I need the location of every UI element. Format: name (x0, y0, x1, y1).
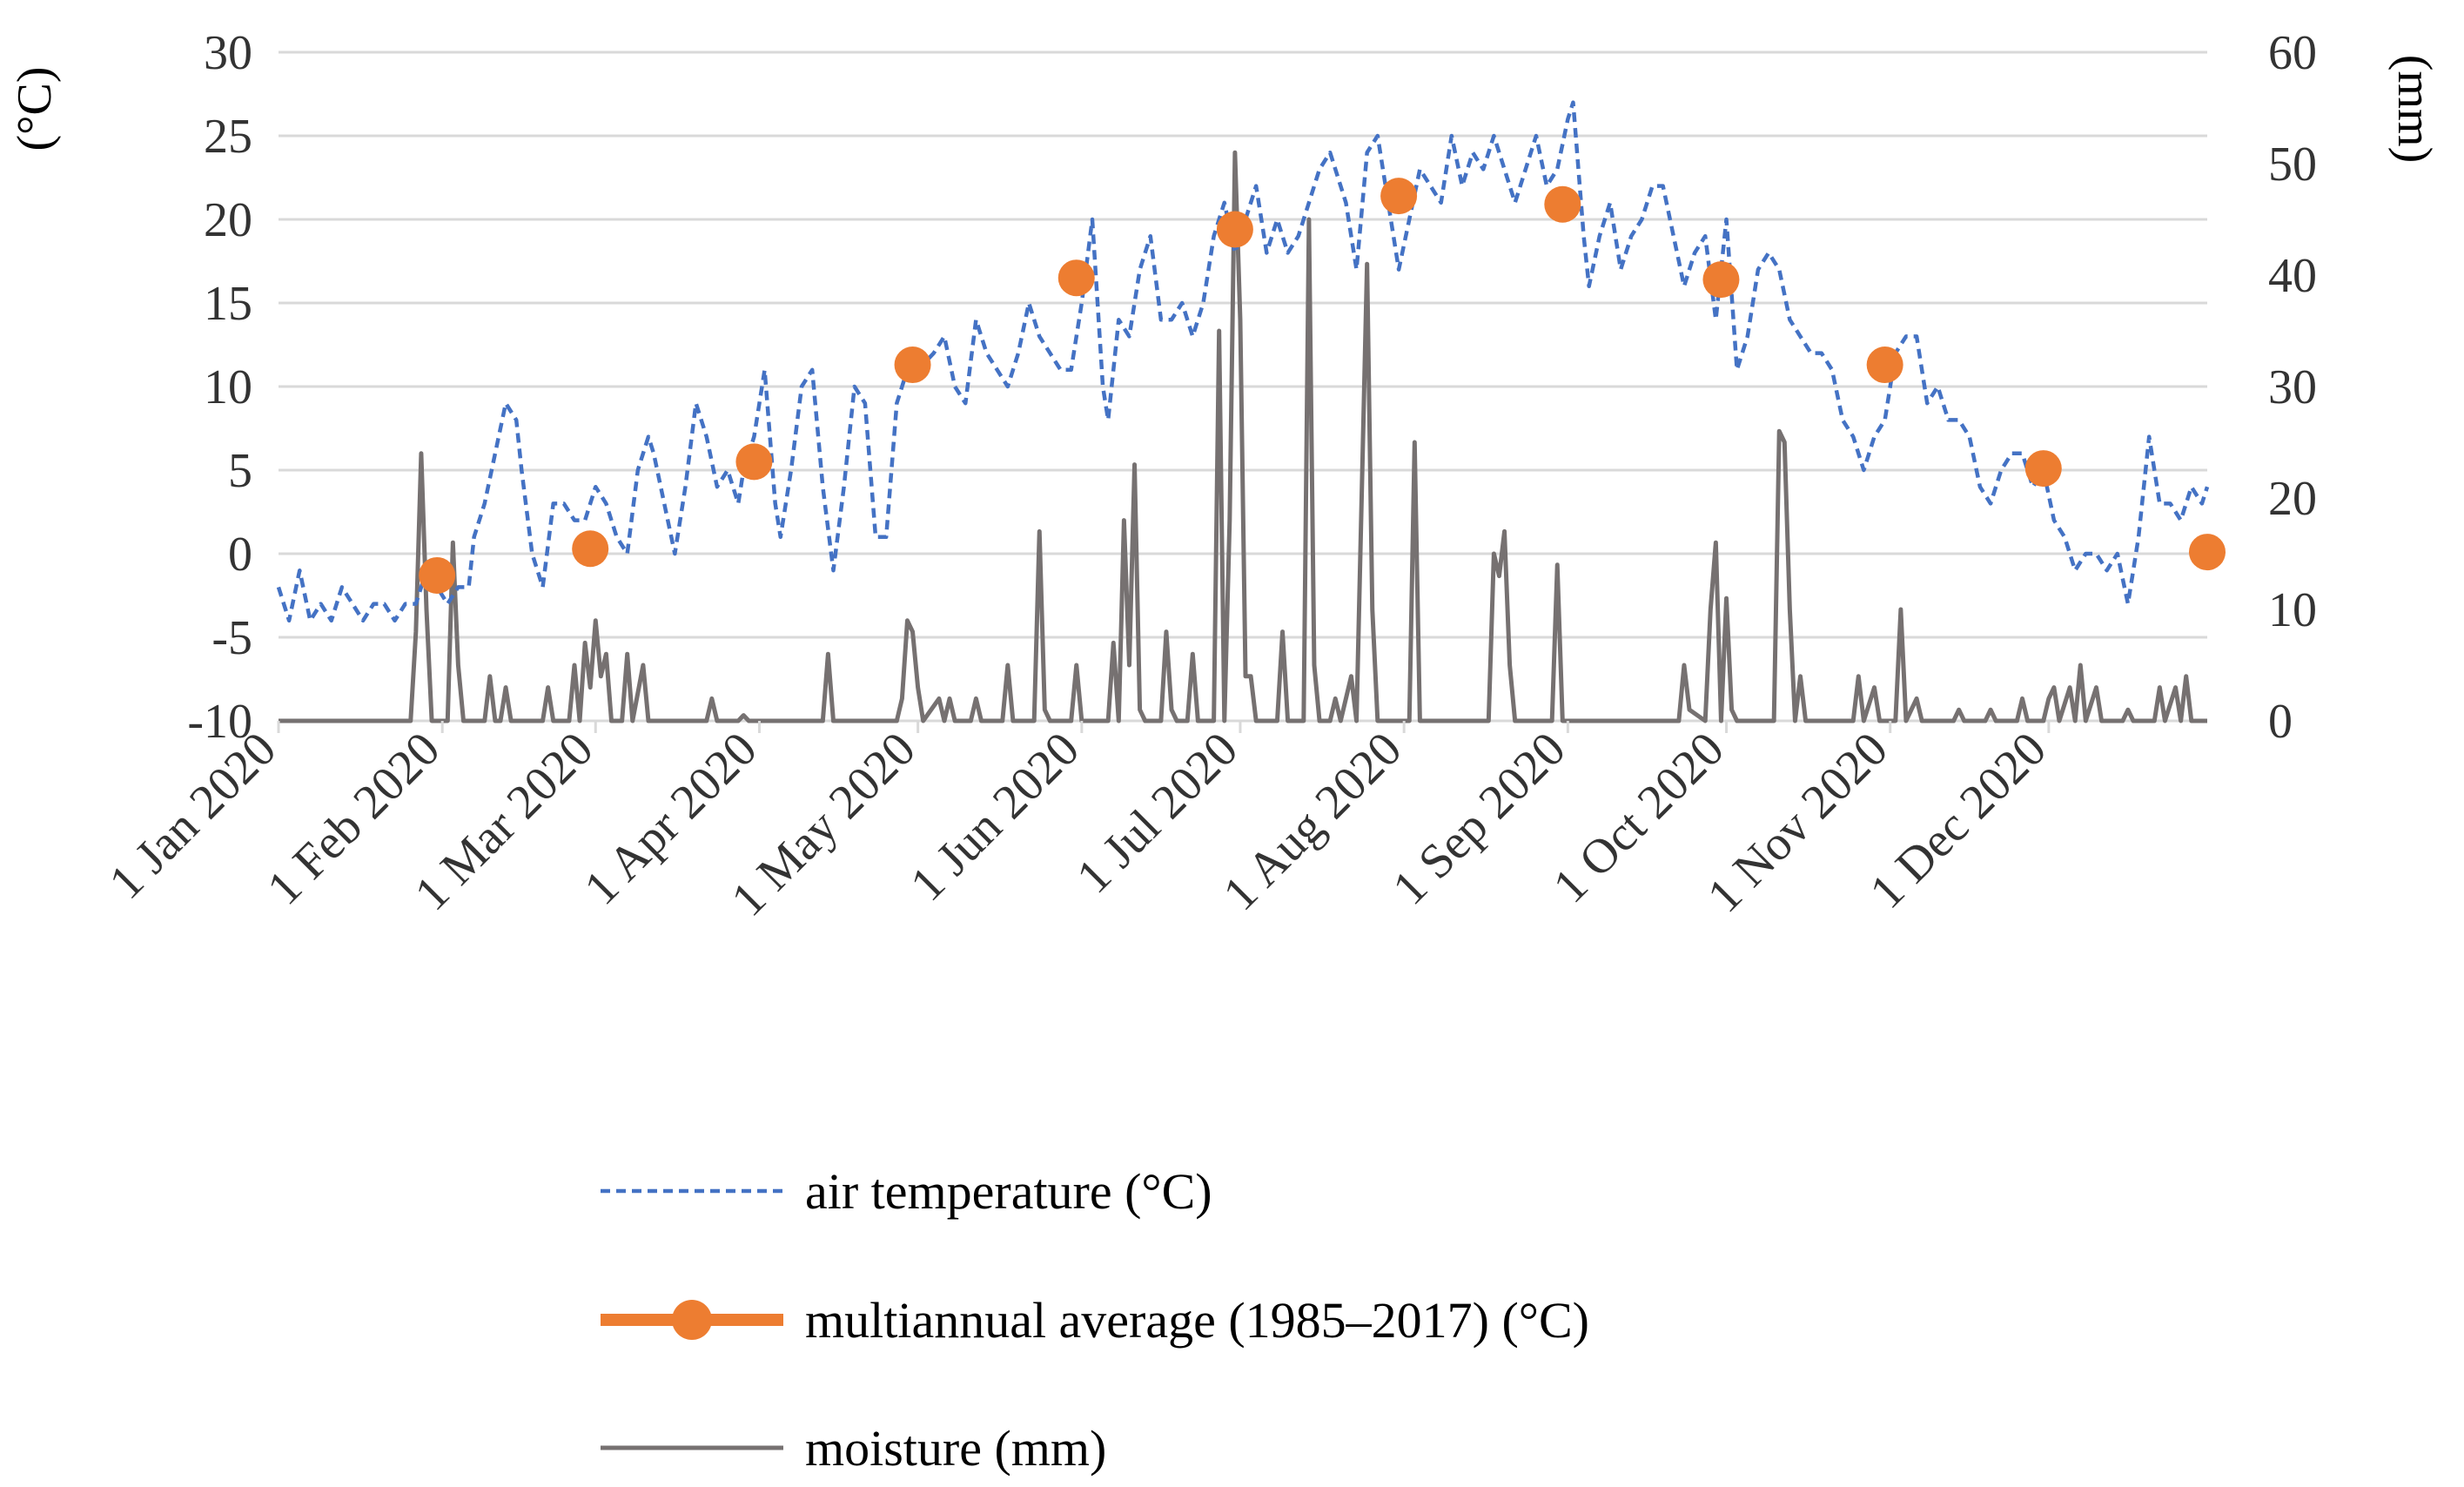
multiannual-average-point (1216, 211, 1253, 248)
multiannual-average-point (2189, 534, 2226, 571)
multiannual-average-point (572, 530, 609, 568)
multiannual-average-point (1380, 178, 1418, 215)
x-tick-label: 1 Aug 2020 (1213, 722, 1413, 921)
plot-area (276, 100, 2226, 723)
y-left-tick-label: -10 (187, 695, 252, 749)
multiannual-average-point (735, 443, 773, 481)
legend-multiannual-average-swatch-marker (672, 1300, 712, 1340)
x-tick-label: 1 Nov 2020 (1697, 722, 1898, 923)
right-y-axis-title: (mm) (2387, 55, 2441, 163)
y-left-tick-label: 15 (204, 277, 252, 331)
left-y-axis-ticks: 30 25 20 15 10 5 0 -5 -10 (187, 26, 252, 749)
legend: air temperature (°C) multiannual average … (601, 1163, 1589, 1477)
y-left-tick-label: 5 (228, 444, 252, 498)
multiannual-average-point (1866, 347, 1903, 384)
x-tick-label: 1 Sep 2020 (1383, 722, 1576, 915)
multiannual-average-point (1057, 259, 1095, 297)
legend-air-temperature-label: air temperature (°C) (805, 1163, 1212, 1220)
right-y-axis-ticks: 60 50 40 30 20 10 0 (2268, 26, 2317, 749)
y-right-tick-label: 10 (2268, 583, 2317, 637)
y-left-tick-label: 0 (228, 528, 252, 582)
y-left-tick-label: -5 (211, 611, 252, 665)
multiannual-average-point (2024, 450, 2062, 488)
y-right-tick-label: 60 (2268, 26, 2317, 80)
y-left-tick-label: 10 (204, 360, 252, 414)
multiannual-average-point (1702, 261, 1740, 299)
legend-multiannual-average-label: multiannual average (1985–2017) (°C) (805, 1292, 1589, 1349)
y-right-tick-label: 50 (2268, 138, 2317, 192)
y-right-tick-label: 30 (2268, 360, 2317, 414)
x-tick-label: 1 Jun 2020 (900, 722, 1090, 912)
y-right-tick-label: 40 (2268, 249, 2317, 303)
y-right-tick-label: 0 (2268, 695, 2293, 749)
left-y-axis-title: (°C) (8, 66, 62, 151)
y-left-tick-label: 30 (204, 26, 252, 80)
y-left-tick-label: 20 (204, 193, 252, 247)
series-air-temperature-line (276, 100, 2210, 623)
series-moisture-line (279, 150, 2207, 723)
multiannual-average-point (419, 556, 456, 594)
multiannual-average-point (894, 347, 931, 384)
y-right-tick-label: 20 (2268, 472, 2317, 526)
y-left-tick-label: 25 (204, 110, 252, 164)
multiannual-average-point (1544, 185, 1581, 223)
x-tick-label: 1 Jan 2020 (99, 722, 286, 909)
legend-moisture-label: moisture (mm) (805, 1420, 1106, 1477)
